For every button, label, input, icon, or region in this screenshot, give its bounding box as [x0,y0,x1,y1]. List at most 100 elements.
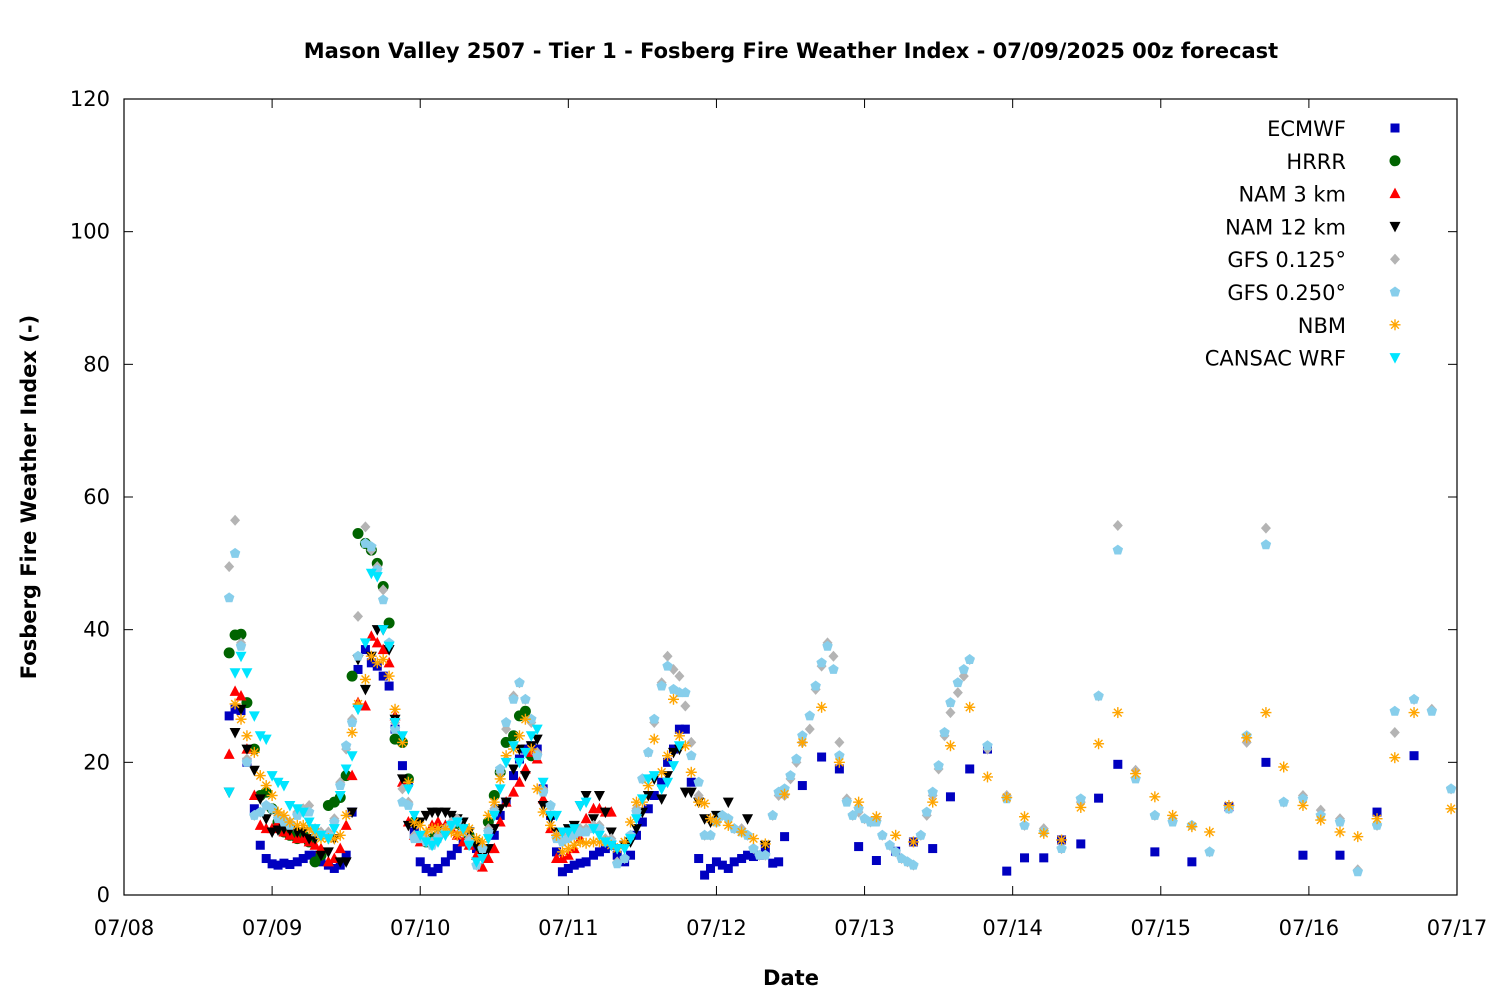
data-point [371,657,383,669]
data-point [619,853,630,863]
data-point [482,852,494,864]
data-point [710,816,722,828]
data-point [611,858,623,869]
x-tick-label: 07/13 [834,916,895,940]
data-point [402,784,414,795]
data-point [378,584,389,596]
data-point [229,668,241,679]
data-point [1389,705,1401,716]
y-tick-label: 0 [97,883,110,907]
data-point [705,829,716,840]
legend-marker [1390,123,1400,133]
data-point [834,764,844,774]
data-point [1278,761,1290,773]
data-point [884,839,895,850]
data-point [828,663,839,674]
data-point [1167,816,1178,827]
data-point [1260,522,1271,534]
data-point [267,859,277,869]
data-point [706,863,716,873]
data-point [489,830,499,840]
data-point [625,834,637,845]
data-point [796,736,808,748]
legend-label: NAM 3 km [1238,183,1346,207]
data-point [685,766,697,778]
data-point [760,849,771,860]
data-point [229,685,241,696]
y-tick-label: 20 [83,750,110,774]
legend-label: NBM [1298,314,1346,338]
data-point [927,796,939,808]
data-point [673,730,685,742]
data-point [816,701,828,713]
data-point [309,824,321,835]
data-point [630,814,642,825]
data-point [500,757,512,769]
data-point [420,810,432,822]
data-point [841,796,853,807]
legend-marker [1390,253,1400,265]
data-point [495,810,505,820]
legend-marker [1389,319,1401,331]
data-point [743,850,753,860]
data-point [1241,732,1253,744]
data-point [737,854,747,864]
data-point [1426,705,1438,716]
data-point [291,804,303,815]
data-point [445,810,457,822]
data-point [768,858,778,868]
data-point [359,699,371,711]
data-point [1020,853,1030,863]
data-point [513,757,525,769]
data-point [631,806,642,817]
legend: ECMWF HRRR NAM 3 km NAM 12 km GFS 0.125° GFS … [1205,117,1401,371]
data-point [352,650,364,661]
data-point [642,774,654,785]
data-point [494,784,506,795]
data-point [272,777,284,789]
data-point [514,677,525,688]
data-point [371,572,383,583]
data-point [729,857,739,867]
data-point [1039,853,1049,863]
data-point [408,810,420,822]
data-point [334,791,346,802]
data-point [1297,799,1309,811]
data-point [630,824,642,835]
data-point [439,830,451,842]
data-point [785,770,796,781]
data-point [377,625,389,636]
data-point [389,703,401,715]
data-point [1150,847,1160,857]
data-point [723,813,734,824]
data-point [1372,807,1382,817]
data-point [415,857,425,867]
data-point [779,788,791,800]
data-point [279,858,289,868]
data-point [366,541,377,552]
data-point [1371,819,1383,830]
data-point [717,860,727,870]
data-point [870,811,882,823]
data-point [384,681,394,691]
data-point [673,741,685,752]
data-point [921,806,932,817]
data-point [322,855,334,867]
data-point [736,826,748,838]
data-point [933,760,944,771]
data-point [656,766,668,778]
data-point [545,819,557,831]
data-point [249,804,259,814]
data-point [340,857,352,868]
data-point [377,594,389,605]
data-point [329,816,340,827]
data-point [580,837,592,849]
data-point [260,814,272,825]
data-point [1409,751,1419,761]
data-point [229,727,241,739]
data-point [304,850,314,860]
x-tick-label: 07/14 [982,916,1043,940]
data-point [1112,707,1124,719]
data-point [457,824,469,835]
data-point [1371,813,1383,825]
